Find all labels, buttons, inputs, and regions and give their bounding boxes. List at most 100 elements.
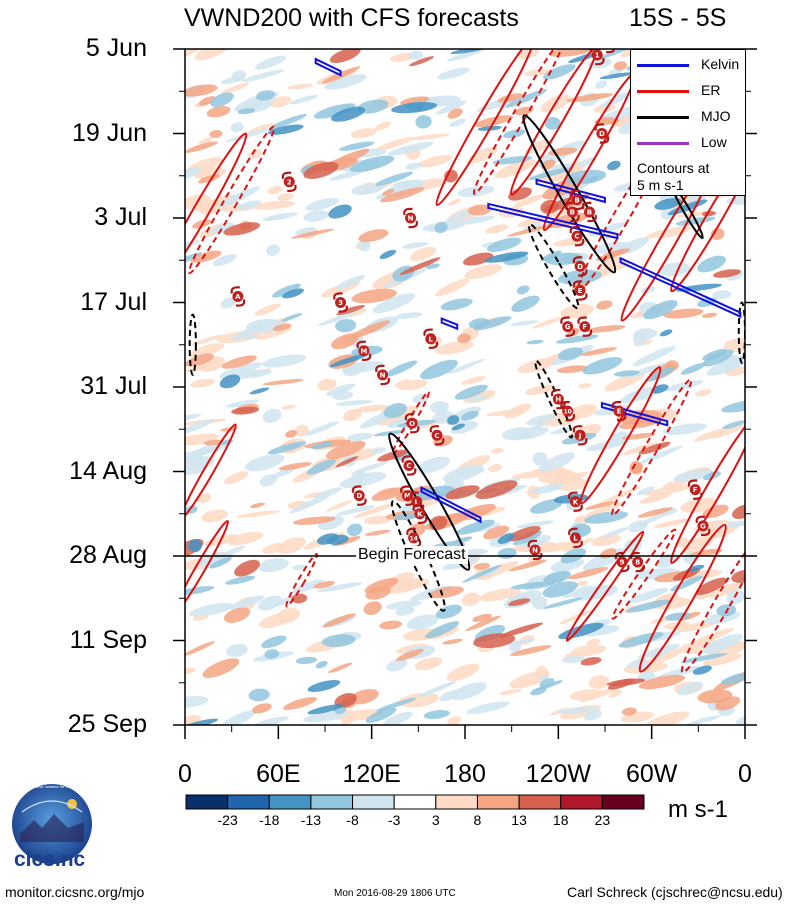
anomaly-patch-negative (510, 581, 555, 590)
storm-marker-tail (400, 485, 410, 493)
anomaly-patch-negative (539, 678, 555, 688)
anomaly-patch-strong-negative (686, 564, 705, 572)
anomaly-patch-positive (363, 601, 382, 616)
anomaly-patch-negative (395, 312, 423, 319)
storm-marker-label: 8 (635, 559, 640, 567)
anomaly-patch-negative (425, 621, 460, 639)
anomaly-patch-negative (418, 681, 457, 698)
anomaly-patch-strong-negative (188, 539, 202, 553)
begin-forecast-label: Begin Forecast (356, 546, 468, 564)
anomaly-patch-positive (255, 327, 292, 340)
anomaly-patch-strong-positive (231, 406, 260, 415)
x-tick-label: 180 (444, 760, 486, 788)
anomaly-patch-negative (466, 701, 510, 715)
anomaly-patch-negative (393, 512, 421, 521)
anomaly-patch-negative (406, 614, 439, 630)
anomaly-patch-negative (382, 711, 413, 725)
kelvin-contour (440, 317, 459, 331)
storm-marker-tail (594, 123, 604, 131)
legend-low-label: Low (701, 134, 727, 150)
footer-url[interactable]: monitor.cicsnc.org/mjo (5, 884, 145, 900)
colorbar-swatch (518, 794, 562, 810)
anomaly-patch-positive (514, 106, 534, 116)
anomaly-patch-negative (582, 357, 623, 375)
anomaly-patch-positive (394, 379, 410, 388)
anomaly-patch-strong-positive (334, 692, 357, 708)
storm-marker-tail (578, 293, 588, 301)
mjo-contour (737, 301, 745, 364)
storm-marker-tail (410, 425, 420, 434)
anomaly-patch-negative (349, 155, 395, 173)
anomaly-patch-negative (510, 320, 540, 326)
storm-marker-label: G (700, 522, 706, 530)
anomaly-patch-positive (537, 541, 579, 553)
mjo-contour (527, 223, 580, 310)
anomaly-patch-negative (370, 447, 386, 454)
legend-er-line (637, 90, 689, 93)
anomaly-patch-negative (255, 90, 275, 101)
storm-marker-label: F (582, 323, 587, 331)
anomaly-patch-positive (287, 83, 314, 90)
anomaly-patch-negative (626, 599, 672, 613)
anomaly-patch-positive (434, 340, 474, 355)
colorbar-tick-label: 23 (594, 812, 611, 828)
storm-marker-dot (353, 490, 365, 502)
storm-marker-tail (403, 207, 413, 216)
anomaly-patch-positive (639, 491, 673, 504)
anomaly-patch-negative (473, 316, 512, 331)
anomaly-patch-negative (613, 370, 640, 377)
storm-marker-label: N (380, 372, 386, 380)
storm-marker-label: O (409, 420, 415, 428)
er-contour (185, 423, 237, 520)
anomaly-patch-positive (197, 493, 212, 504)
anomaly-patch-strong-positive (507, 526, 541, 542)
y-tick-label: 11 Sep (69, 625, 147, 654)
storm-marker-dot (283, 176, 295, 188)
anomaly-patch-positive (447, 716, 462, 725)
anomaly-patch-negative (562, 590, 581, 598)
anomaly-patch-positive (638, 674, 686, 690)
storm-marker-label: D (356, 492, 362, 500)
anomaly-patch-positive (558, 610, 593, 625)
colorbar-tick-label: 13 (511, 812, 527, 828)
storm-marker-tail (281, 171, 292, 180)
anomaly-patch-positive (429, 586, 464, 599)
storm-marker: D (572, 256, 588, 277)
storm-marker-tail (560, 400, 570, 409)
storm-marker: 10 (560, 400, 576, 422)
anomaly-patch-strong-positive (475, 480, 518, 500)
anomaly-patch-negative (628, 587, 669, 603)
storm-marker-label: G (565, 323, 571, 331)
storm-marker-label: F (693, 486, 698, 494)
anomaly-patch-negative (306, 459, 336, 475)
anomaly-patch-strong-positive (291, 593, 308, 604)
anomaly-patch-positive (397, 692, 440, 708)
anomaly-patch-negative (600, 92, 632, 108)
storm-marker-tail (578, 437, 588, 446)
storm-marker-dot (403, 459, 415, 471)
storm-marker: N (403, 207, 418, 229)
anomaly-patch-positive (374, 121, 392, 131)
storm-marker: B (569, 189, 585, 211)
storm-marker: O (404, 412, 420, 434)
anomaly-patch-positive (473, 562, 490, 570)
anomaly-patch-positive (185, 141, 218, 153)
anomaly-patch-positive (343, 409, 362, 422)
storm-marker-label: N (532, 547, 538, 555)
anomaly-patch-negative (722, 420, 745, 429)
anomaly-patch-negative (261, 635, 287, 649)
anomaly-patch-strong-positive (223, 222, 261, 236)
anomaly-patch-positive (695, 389, 712, 397)
anomaly-patch-negative (219, 362, 263, 379)
anomaly-patch-negative (565, 169, 607, 185)
anomaly-patch-negative (262, 212, 299, 221)
anomaly-patch-positive (677, 537, 689, 548)
anomaly-patch-negative (492, 156, 533, 165)
anomaly-patch-positive (585, 325, 626, 333)
anomaly-patch-negative (339, 472, 387, 488)
anomaly-patch-positive (702, 653, 742, 666)
anomaly-patch-strong-negative (249, 387, 270, 395)
anomaly-patch-negative (542, 597, 584, 609)
anomaly-patch-negative (687, 715, 721, 725)
anomaly-patch-positive (580, 347, 618, 356)
